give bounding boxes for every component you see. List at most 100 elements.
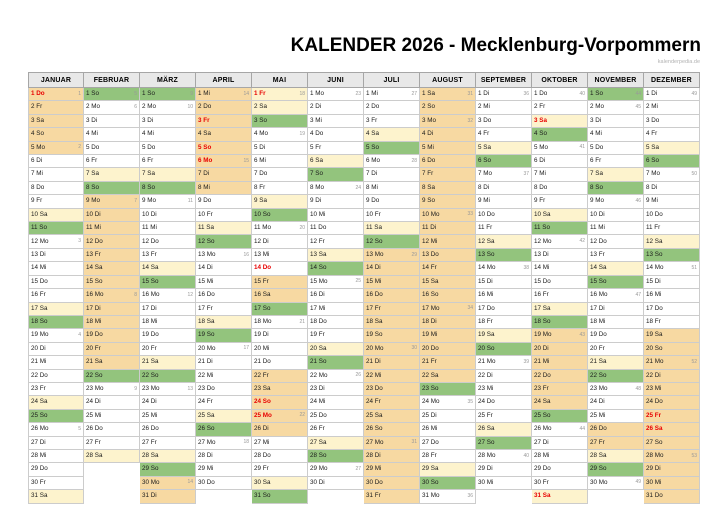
day-label: 16 Do: [198, 291, 215, 299]
day-label: 12 Sa: [478, 237, 495, 245]
day-label: 28 Mi: [534, 452, 550, 460]
day-label: 13 Fr: [590, 250, 605, 258]
day-label: 14 Do: [254, 264, 272, 272]
day-label: 31 Mo: [422, 492, 440, 500]
day-cell: 15 Mi: [196, 275, 252, 290]
day-cell: 13 Sa: [308, 248, 364, 263]
day-cell: 30 Sa: [252, 476, 308, 491]
day-label: 7 Do: [254, 170, 268, 178]
day-label: 29 Fr: [254, 465, 269, 473]
day-label: 4 Mi: [142, 130, 154, 138]
day-cell: 1 So 9: [140, 88, 196, 102]
day-cell: 4 Mi: [588, 128, 644, 142]
day-cell: 6 So: [644, 155, 700, 169]
day-cell: 13 Fr: [84, 248, 140, 263]
day-cell: 27 Fr: [84, 436, 140, 450]
day-cell: 24 Di: [588, 396, 644, 410]
month-header: DEZEMBER: [644, 72, 700, 88]
day-label: 9 Di: [310, 197, 322, 205]
day-label: 6 Fr: [142, 157, 154, 165]
day-cell: 21 Di: [196, 356, 252, 370]
day-cell: 23 Do: [364, 382, 420, 397]
day-label: 12 Do: [86, 237, 103, 245]
day-cell: 27 Di: [28, 436, 84, 450]
day-cell: 25 Fr: [476, 409, 532, 424]
day-cell: 17 Fr: [364, 302, 420, 316]
month-header: AUGUST: [420, 72, 476, 88]
day-label: 22 Do: [534, 371, 551, 379]
day-cell: 13 So: [476, 248, 532, 263]
day-cell: 22 Sa: [420, 369, 476, 383]
day-cell: 12 So: [196, 235, 252, 249]
day-cell: 12 So: [364, 235, 420, 249]
day-cell: 7 Mi: [28, 168, 84, 182]
day-cell: 22 Mo 26: [308, 369, 364, 383]
day-cell: 2 Do: [364, 101, 420, 115]
day-label: 9 Do: [366, 197, 380, 205]
day-cell: 21 Sa: [140, 356, 196, 370]
day-cell: 21 Mo 52: [644, 356, 700, 370]
week-number: 50: [691, 171, 697, 178]
day-label: 1 Sa: [422, 90, 435, 98]
day-label: 24 So: [254, 398, 271, 406]
day-cell: 30 Mo 49: [588, 476, 644, 491]
day-cell: 1 Do 1: [28, 88, 84, 102]
day-label: 15 Sa: [422, 277, 439, 285]
day-cell: 19 So: [364, 329, 420, 343]
day-cell: 4 So: [532, 128, 588, 142]
week-number: 21: [299, 318, 305, 325]
day-cell: 17 Di: [588, 302, 644, 316]
day-label: 9 Mi: [478, 197, 490, 205]
day-cell: 23 Fr: [532, 382, 588, 397]
day-cell: 12 Do: [588, 235, 644, 249]
day-cell: 16 Sa: [252, 289, 308, 303]
day-label: 27 Di: [534, 438, 549, 446]
day-label: 14 Mo: [646, 264, 664, 272]
week-number: 19: [299, 130, 305, 137]
day-label: 21 Mi: [534, 358, 550, 366]
day-label: 17 Mo: [422, 304, 440, 312]
day-label: 13 Mo: [198, 250, 216, 258]
day-label: 20 Do: [422, 344, 439, 352]
day-label: 10 So: [254, 210, 271, 218]
day-cell: 23 Mi: [644, 382, 700, 397]
day-cell: 13 Mi: [252, 248, 308, 263]
day-label: 12 Sa: [646, 237, 663, 245]
day-cell: 27 So: [476, 436, 532, 450]
day-cell: 29 Mi: [364, 463, 420, 477]
day-label: 25 Sa: [198, 411, 215, 419]
day-cell: 21 So: [308, 356, 364, 370]
day-cell: 22 Di: [644, 369, 700, 383]
day-cell: 30 Mi: [476, 476, 532, 491]
day-label: 28 Fr: [422, 452, 437, 460]
day-label: 25 Mo: [254, 411, 272, 419]
day-label: 13 Mo: [366, 250, 384, 258]
day-label: 20 So: [646, 344, 663, 352]
day-cell: 7 Mo 50: [644, 168, 700, 182]
day-cell: 14 Mo 38: [476, 262, 532, 276]
day-cell: 24 Do: [644, 396, 700, 410]
day-label: 18 Di: [422, 317, 437, 325]
month-column-mai: MAI 1 Fr 18 2 Sa 3 So 4 Mo 19 5 Di 6 Mi 7 Do 8 Fr 9…: [252, 72, 308, 504]
day-cell: 2 Sa: [252, 101, 308, 115]
day-label: 30 Do: [198, 478, 215, 486]
day-cell: 6 Mo 15: [196, 155, 252, 169]
day-cell: 19 Mo 43: [532, 329, 588, 343]
day-cell: 27 Mi: [252, 436, 308, 450]
day-cell: 25 Sa: [364, 409, 420, 424]
month-header: MAI: [252, 72, 308, 88]
day-label: 25 Mi: [590, 411, 606, 419]
month-column-august: AUGUST 1 Sa 31 2 So 3 Mo 32 4 Di 5 Mi 6 Do 7 Fr 8 …: [420, 72, 476, 504]
day-cell: 15 Di: [476, 275, 532, 290]
day-label: 11 Mi: [590, 224, 605, 232]
month-header: JANUAR: [28, 72, 84, 88]
day-cell: 10 Mi: [308, 208, 364, 223]
day-cell: 28 Sa: [140, 449, 196, 464]
day-cell: 23 Mo 48: [588, 382, 644, 397]
day-cell: 3 Sa: [532, 114, 588, 129]
day-cell: 20 Di: [28, 342, 84, 357]
day-cell: 18 Sa: [196, 315, 252, 330]
day-label: 13 Fr: [142, 250, 157, 258]
day-label: 14 Mi: [31, 264, 47, 272]
day-cell: 8 Do: [532, 181, 588, 196]
